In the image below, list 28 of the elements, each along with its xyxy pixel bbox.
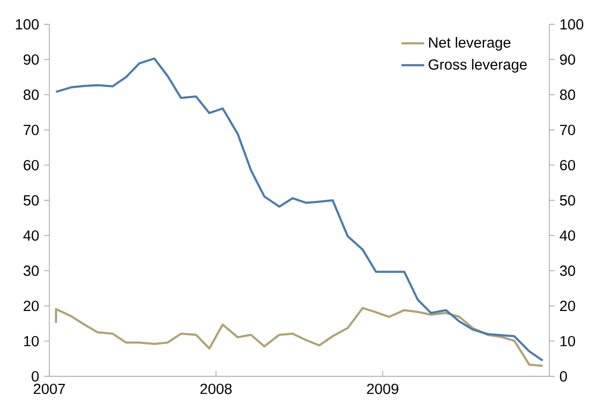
y-tick-label: 20 (24, 300, 39, 312)
legend-label: Net leverage (429, 36, 510, 51)
x-tick-label: 2007 (34, 384, 65, 394)
y2-tick-label: 80 (560, 90, 576, 100)
y2-tick-label: 100 (560, 19, 584, 30)
y2-tick-label: 50 (560, 195, 576, 206)
y2-tick-label: 30 (560, 266, 576, 276)
y-tick-label: 30 (24, 266, 39, 276)
y2-tick-label: 40 (560, 230, 576, 241)
y-tick-label: 90 (24, 54, 39, 65)
y2-tick-label: 0 (560, 371, 567, 382)
y2-tick-label: 90 (560, 54, 576, 65)
x-tick-label: 2008 (200, 384, 232, 394)
y2-tick-label: 70 (560, 124, 576, 136)
y-tick-label: 50 (24, 195, 39, 206)
y-tick-label: 60 (24, 160, 39, 170)
y2-tick-label: 10 (560, 336, 576, 346)
y-tick-label: 70 (24, 124, 39, 136)
y-tick-label: 80 (24, 90, 39, 100)
y2-tick-label: 20 (560, 300, 576, 312)
y-tick-label: 0 (32, 371, 39, 382)
x-tick-label: 2009 (367, 384, 398, 394)
y-tick-label: 100 (16, 19, 39, 30)
y-tick-label: 40 (23, 230, 39, 241)
y-tick-label: 10 (24, 336, 39, 346)
y2-tick-label: 60 (560, 160, 576, 170)
line-series (54, 306, 544, 367)
legend-label: Gross leverage (428, 58, 527, 73)
